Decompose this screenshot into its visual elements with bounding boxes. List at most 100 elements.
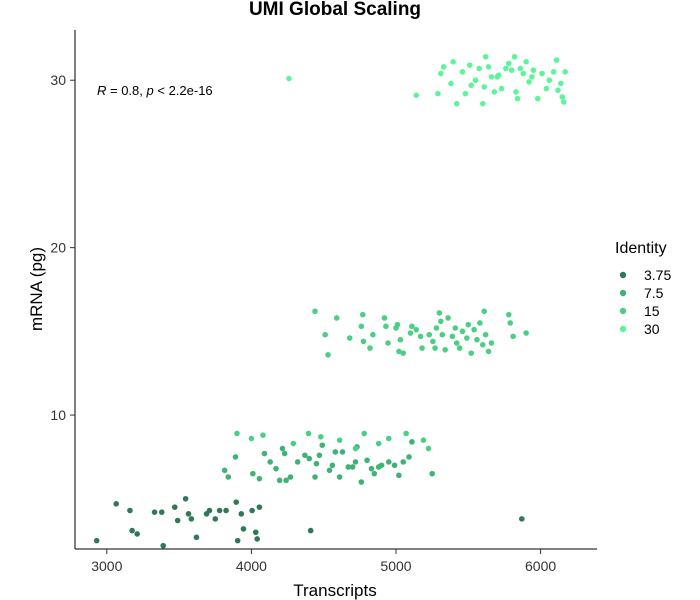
- data-point-30: [482, 53, 489, 60]
- data-point-7-5: [312, 474, 318, 480]
- data-point-7-5: [406, 454, 412, 460]
- data-point-30: [503, 65, 509, 72]
- legend-title: Identity: [615, 240, 667, 257]
- data-point-7-5: [261, 450, 268, 457]
- data-point-15: [488, 340, 495, 346]
- data-point-3-75: [238, 511, 245, 517]
- data-point-30: [546, 77, 553, 84]
- data-point-15: [453, 340, 460, 346]
- data-point-15: [436, 310, 443, 316]
- data-point-7-5: [391, 462, 398, 469]
- data-point-7-5: [378, 462, 385, 469]
- x-tick-label: 4000: [236, 558, 267, 574]
- data-point-3-75: [127, 507, 133, 514]
- data-point-30: [543, 85, 550, 92]
- data-point-15: [383, 323, 389, 330]
- data-point-3-75: [171, 504, 178, 510]
- data-point-30: [508, 67, 515, 73]
- data-point-7-5: [339, 449, 346, 455]
- data-point-3-75: [240, 526, 247, 532]
- data-point-30: [491, 89, 498, 95]
- data-point-3-75: [151, 509, 158, 515]
- annotation-p-label: p: [146, 83, 154, 98]
- data-point-15: [482, 331, 489, 338]
- data-point-15: [468, 350, 474, 356]
- data-point-15: [471, 326, 477, 333]
- data-point-15: [425, 445, 432, 452]
- data-point-15: [505, 311, 512, 318]
- data-point-30: [495, 72, 502, 79]
- legend: Identity 3.75 7.5 15 30: [615, 240, 671, 337]
- data-point-7-5: [319, 442, 326, 449]
- x-axis-title: Transcripts: [293, 581, 376, 600]
- data-point-30: [466, 62, 473, 68]
- data-point-15: [409, 323, 415, 330]
- data-point-15: [361, 430, 367, 437]
- data-point-15: [358, 323, 365, 330]
- data-point-15: [367, 345, 373, 351]
- data-point-15: [419, 345, 425, 351]
- data-point-3-75: [158, 509, 165, 515]
- data-point-15: [442, 346, 448, 353]
- data-point-30: [514, 95, 521, 102]
- data-point-15: [474, 336, 480, 343]
- data-point-7-5: [221, 467, 228, 474]
- data-point-15: [413, 326, 420, 333]
- data-point-7-5: [396, 472, 402, 479]
- data-point-15: [485, 348, 492, 355]
- data-point-7-5: [349, 464, 356, 470]
- x-tick-label: 5000: [380, 558, 411, 574]
- data-point-7-5: [345, 464, 352, 470]
- data-point-15: [305, 430, 312, 437]
- data-point-7-5: [267, 459, 274, 465]
- data-point-3-75: [134, 531, 140, 537]
- annotation-r-value: = 0.8,: [106, 83, 146, 98]
- data-point-15: [397, 336, 404, 343]
- data-point-30: [539, 70, 545, 77]
- data-point-15: [234, 430, 240, 437]
- data-point-15: [385, 340, 391, 346]
- data-point-15: [318, 434, 324, 440]
- data-point-15: [456, 345, 463, 351]
- data-point-3-75: [206, 507, 213, 514]
- data-point-3-75: [160, 542, 167, 549]
- data-point-15: [459, 328, 466, 335]
- legend-key: [619, 271, 627, 279]
- data-point-30: [555, 87, 561, 94]
- data-point-30: [530, 67, 537, 73]
- data-point-30: [562, 69, 568, 75]
- annotation-r-label: R: [97, 83, 106, 98]
- data-point-15: [290, 440, 297, 447]
- data-point-30: [513, 89, 519, 95]
- data-point-30: [286, 75, 292, 82]
- data-point-15: [407, 330, 414, 336]
- data-point-7-5: [225, 474, 232, 480]
- data-point-15: [400, 350, 407, 356]
- legend-key: [619, 289, 627, 297]
- data-point-7-5: [279, 445, 286, 452]
- annotation-p-value: < 2.2e-16: [154, 83, 213, 98]
- data-point-30: [534, 95, 541, 102]
- data-point-15: [333, 315, 340, 321]
- legend-key: [619, 307, 627, 315]
- data-point-15: [260, 432, 266, 438]
- data-point-30: [435, 90, 441, 97]
- data-point-3-75: [93, 537, 100, 544]
- data-point-3-75: [174, 517, 181, 524]
- data-point-30: [468, 82, 474, 89]
- correlation-annotation: R = 0.8, p < 2.2e-16: [97, 83, 213, 98]
- data-point-15: [507, 320, 514, 326]
- data-point-30: [476, 65, 482, 72]
- data-point-30: [560, 99, 567, 105]
- data-point-30: [413, 92, 420, 99]
- data-point-3-75: [129, 527, 135, 534]
- data-point-15: [346, 335, 353, 341]
- data-point-15: [438, 318, 444, 325]
- data-point-15: [430, 338, 436, 345]
- data-point-30: [505, 60, 512, 67]
- data-point-7-5: [302, 452, 308, 459]
- data-point-30: [523, 59, 529, 65]
- data-point-15: [481, 308, 488, 315]
- data-point-7-5: [429, 470, 435, 477]
- data-point-3-75: [182, 495, 189, 502]
